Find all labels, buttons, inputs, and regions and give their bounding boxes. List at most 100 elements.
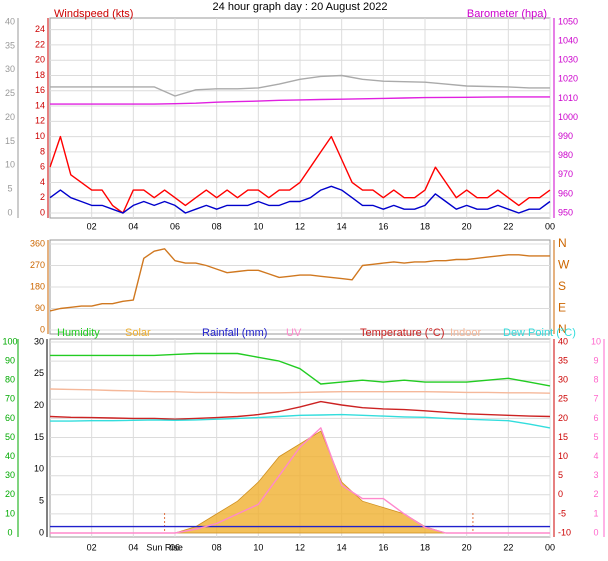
y-tick-label: 50 (5, 432, 15, 442)
y4-tick-label: 9 (593, 355, 598, 365)
x-tick-label: 04 (128, 221, 138, 231)
y2-tick-label: S (558, 279, 566, 293)
x-tick-label: 12 (295, 221, 305, 231)
legend-entry: Dew Point (°C) (503, 327, 576, 339)
y2-tick-label: 5 (558, 470, 563, 480)
legend-entry: UV (286, 327, 302, 339)
y-tick-label: 4 (40, 177, 45, 187)
series-line (49, 400, 551, 420)
y-tick-label: 10 (5, 508, 15, 518)
y-tick-label: 30 (5, 470, 15, 480)
series-line (49, 388, 551, 394)
series-line (49, 248, 550, 312)
title: 24 hour graph day : 20 August 2022 (213, 1, 388, 13)
y-tick-label: 90 (5, 355, 15, 365)
y-tick-label: 8 (40, 146, 45, 156)
x-tick-label: 04 (128, 542, 138, 552)
legend-entry: Humidity (57, 327, 100, 339)
series-line (49, 185, 551, 214)
series-line (50, 427, 550, 534)
y2-tick-label: W (558, 258, 570, 272)
x-tick-label: 22 (503, 221, 513, 231)
y2-tick-label: 1010 (558, 93, 578, 103)
x-tick-label: 06 (170, 221, 180, 231)
y3-tick-label: 15 (5, 136, 15, 146)
y2-tick-label: 20 (558, 413, 568, 423)
y4-tick-label: 7 (593, 394, 598, 404)
y4-tick-label: 6 (593, 413, 598, 423)
y2-tick-label: 970 (558, 169, 573, 179)
y3-tick-label: 30 (34, 336, 44, 346)
x-tick-label: 02 (87, 221, 97, 231)
x-tick-label: 08 (212, 542, 222, 552)
y-tick-label: 80 (5, 375, 15, 385)
y3-tick-label: 20 (5, 112, 15, 122)
y-tick-label: 0 (40, 207, 45, 217)
y-tick-label: 6 (40, 162, 45, 172)
y3-tick-label: 5 (39, 496, 44, 506)
y-tick-label: 60 (5, 413, 15, 423)
y2-tick-label: 15 (558, 432, 568, 442)
y-tick-label: 22 (35, 39, 45, 49)
y2-tick-label: 960 (558, 188, 573, 198)
annotation: Sun Rise (146, 542, 183, 552)
y3-tick-label: 25 (5, 88, 15, 98)
x-tick-label: 06 (170, 542, 180, 552)
y2-tick-label: 1030 (558, 55, 578, 65)
series-line (50, 74, 550, 97)
x-tick-label: 12 (295, 542, 305, 552)
x-tick-label: 20 (462, 542, 472, 552)
y2-tick-label: 0 (558, 489, 563, 499)
y2-tick-label: 1020 (558, 74, 578, 84)
x-tick-label: 14 (337, 221, 347, 231)
y-tick-label: 0 (7, 527, 12, 537)
y2-tick-label: 40 (558, 336, 568, 346)
y-tick-label: 16 (35, 85, 45, 95)
y-tick-label: 20 (5, 489, 15, 499)
y3-tick-label: 10 (34, 464, 44, 474)
y2-tick-label: 1050 (558, 16, 578, 26)
y-tick-label: 270 (30, 260, 45, 270)
y4-tick-label: 1 (593, 508, 598, 518)
y-label: Windspeed (kts) (54, 8, 133, 20)
x-tick-label: 16 (378, 221, 388, 231)
y-tick-label: 90 (35, 303, 45, 313)
legend-entry: Temperature (°C) (360, 327, 444, 339)
y-tick-label: 0 (40, 324, 45, 334)
y2-tick-label: 30 (558, 375, 568, 385)
x-tick-label: 10 (253, 542, 263, 552)
y2-tick-label: E (558, 301, 566, 315)
y3-tick-label: 10 (5, 160, 15, 170)
y3-tick-label: 25 (34, 368, 44, 378)
y3-tick-label: 40 (5, 16, 15, 26)
y2-label: Barometer (hpa) (467, 8, 547, 20)
y4-tick-label: 4 (593, 451, 598, 461)
y3-tick-label: 20 (34, 400, 44, 410)
y2-tick-label: -10 (558, 527, 571, 537)
legend-entry: Indoor (450, 327, 482, 339)
y-tick-label: 100 (2, 336, 17, 346)
y2-tick-label: -5 (558, 508, 566, 518)
y-tick-label: 10 (35, 131, 45, 141)
y3-tick-label: 15 (34, 432, 44, 442)
y4-tick-label: 10 (591, 336, 601, 346)
y2-tick-label: 25 (558, 394, 568, 404)
y3-tick-label: 35 (5, 40, 15, 50)
y-tick-label: 360 (30, 238, 45, 248)
y-tick-label: 40 (5, 451, 15, 461)
legend-entry: Solar (125, 327, 151, 339)
y2-tick-label: 950 (558, 207, 573, 217)
y4-tick-label: 3 (593, 470, 598, 480)
y2-tick-label: 990 (558, 131, 573, 141)
y2-tick-label: 1040 (558, 35, 578, 45)
x-tick-label: 00 (545, 221, 555, 231)
y2-tick-label: N (558, 322, 567, 336)
y2-tick-label: 10 (558, 451, 568, 461)
x-tick-label: 20 (462, 221, 472, 231)
y-tick-label: 24 (35, 24, 45, 34)
y4-tick-label: 8 (593, 375, 598, 385)
y-tick-label: 14 (35, 100, 45, 110)
y-tick-label: 20 (35, 55, 45, 65)
series-line (49, 135, 551, 214)
y2-tick-label: N (558, 236, 567, 250)
